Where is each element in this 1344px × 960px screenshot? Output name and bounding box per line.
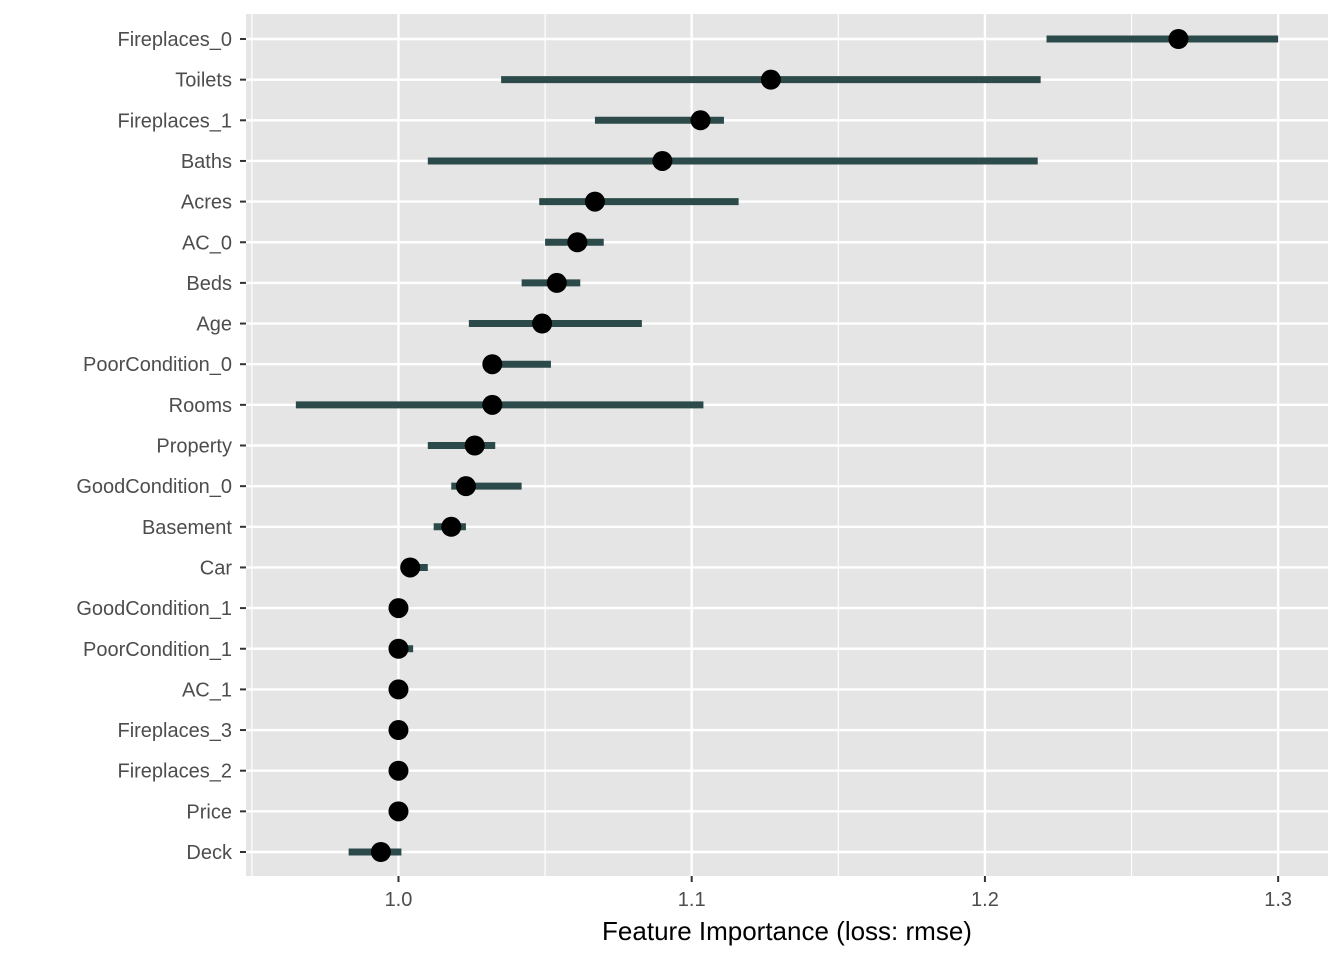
importance-point	[388, 720, 409, 741]
y-tick-label: Basement	[142, 517, 232, 539]
y-tick-label: Acres	[181, 192, 232, 214]
importance-point	[388, 801, 409, 822]
x-tick-label: 1.3	[1264, 889, 1292, 911]
importance-point	[388, 760, 409, 781]
importance-point	[760, 69, 781, 90]
y-tick-label: Deck	[186, 842, 233, 864]
importance-points	[370, 29, 1189, 862]
y-tick-label: Fireplaces_0	[117, 29, 232, 51]
importance-point	[567, 232, 588, 253]
y-tick-label: Toilets	[175, 70, 232, 92]
importance-point	[652, 150, 673, 171]
importance-point	[1168, 29, 1189, 49]
y-tick-label: Price	[186, 801, 232, 823]
importance-point	[400, 557, 421, 578]
importance-point	[482, 394, 503, 415]
importance-point	[482, 354, 503, 375]
y-tick-label: GoodCondition_0	[76, 476, 232, 498]
importance-point	[370, 842, 391, 862]
importance-point	[532, 313, 553, 334]
y-tick-label: AC_1	[182, 679, 232, 701]
y-tick-label: Fireplaces_3	[117, 720, 232, 742]
importance-point	[388, 598, 409, 619]
y-tick-label: Beds	[186, 273, 232, 295]
x-tick-label: 1.1	[678, 889, 706, 911]
y-tick-label: Fireplaces_1	[117, 110, 232, 132]
x-axis: 1.0 1.1 1.2 1.3	[385, 876, 1292, 911]
y-tick-label: PoorCondition_1	[83, 639, 232, 661]
x-axis-title: Feature Importance (loss: rmse)	[602, 916, 972, 946]
importance-point	[464, 435, 485, 456]
y-tick-label: Rooms	[169, 395, 232, 417]
importance-point	[441, 516, 462, 537]
y-tick-label: Baths	[181, 151, 232, 173]
importance-point	[584, 191, 605, 212]
importance-point	[388, 638, 409, 659]
y-tick-label: Car	[200, 557, 233, 579]
x-tick-label: 1.0	[385, 889, 413, 911]
y-tick-label: Property	[156, 436, 232, 458]
x-tick-label: 1.2	[971, 889, 999, 911]
y-axis: Fireplaces_0 Toilets Fireplaces_1 Baths Acre…	[76, 29, 246, 864]
importance-point	[546, 272, 567, 293]
importance-point	[690, 110, 711, 131]
importance-point	[388, 679, 409, 700]
y-tick-label: Age	[196, 314, 232, 336]
y-tick-label: Fireplaces_2	[117, 761, 232, 783]
y-tick-label: PoorCondition_0	[83, 354, 232, 376]
importance-point	[455, 476, 476, 497]
y-tick-label: AC_0	[182, 232, 232, 254]
y-tick-label: GoodCondition_1	[76, 598, 232, 620]
